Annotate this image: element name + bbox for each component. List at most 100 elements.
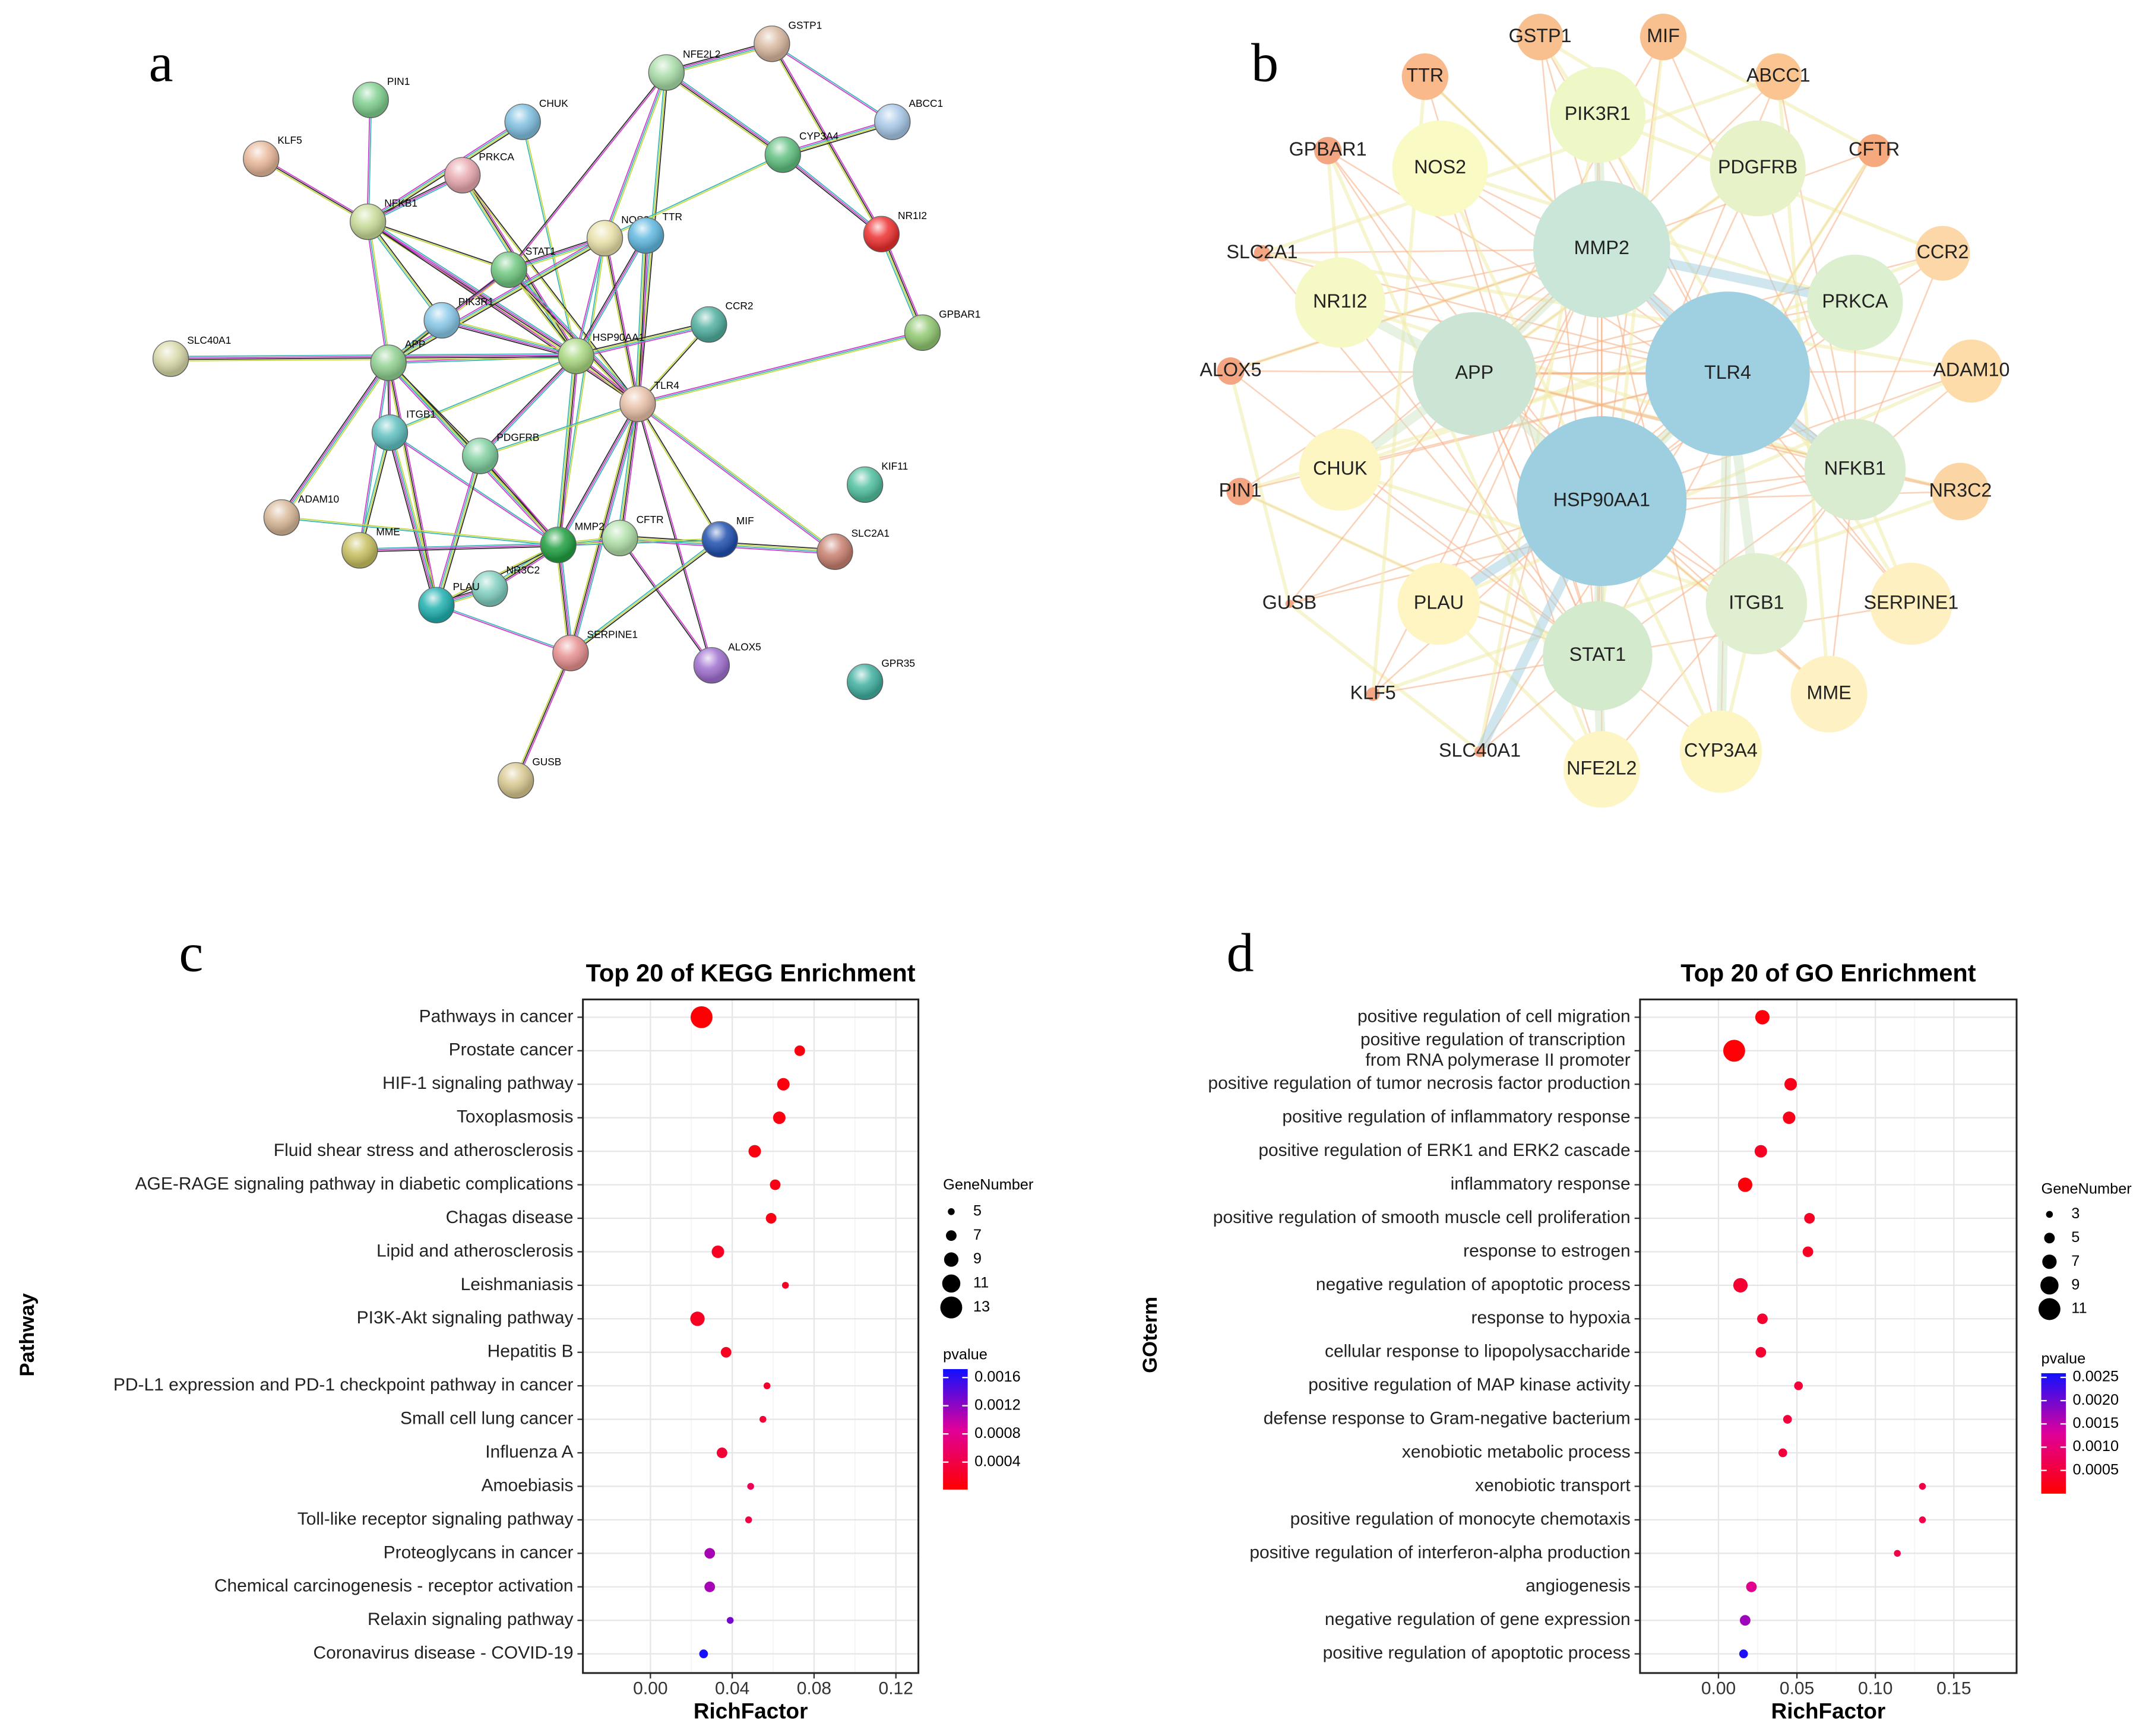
edge: [620, 404, 640, 538]
point: [726, 1617, 734, 1624]
plots: 0.00 0.04 0.08 0.12 Pathways in cancer Prosta…: [16, 959, 2132, 1724]
legend-size: [2044, 1233, 2055, 1244]
x-tick-label: 0.12: [879, 1679, 913, 1699]
node: [1543, 601, 1653, 711]
edge: [638, 403, 721, 540]
node-label: GPR35: [881, 657, 915, 669]
node-label: NR1I2: [898, 210, 927, 221]
x-tick-label: 0.00: [633, 1679, 667, 1699]
node-label: STAT1: [1569, 644, 1626, 665]
node: [1517, 14, 1564, 61]
edge: [1230, 370, 1599, 657]
point: [1755, 1010, 1770, 1025]
node-label: ALOX5: [728, 641, 761, 652]
point: [704, 1548, 716, 1559]
node: [1217, 357, 1245, 385]
edge: [523, 121, 578, 356]
edge: [556, 403, 637, 544]
y-tick-label: xenobiotic metabolic process: [1402, 1442, 1631, 1462]
node-label: NFE2L2: [1566, 757, 1637, 778]
y-tick-label: PI3K-Akt signaling pathway: [357, 1308, 574, 1328]
edge: [773, 43, 884, 234]
edge: [368, 220, 509, 270]
node-label: SLC2A1: [1226, 241, 1297, 262]
x-tick-label: 0.05: [1780, 1679, 1814, 1699]
edge: [508, 270, 638, 405]
node-label: PIN1: [1219, 479, 1262, 500]
node: [1314, 137, 1342, 164]
colorbar-label: 0.0020: [2073, 1392, 2119, 1408]
node-label: TTR: [1406, 65, 1444, 86]
edge: [390, 431, 559, 545]
legend-size: [942, 1274, 961, 1293]
y-tick-label: Fluid shear stress and atherosclerosis: [274, 1141, 574, 1160]
edge: [369, 219, 578, 355]
y-tick-label: xenobiotic transport: [1475, 1475, 1631, 1495]
point: [781, 1282, 789, 1289]
edge: [480, 356, 578, 458]
edge: [367, 221, 390, 363]
edge: [621, 404, 641, 538]
y-tick-label: positive regulation of apoptotic process: [1323, 1643, 1631, 1663]
point: [777, 1078, 790, 1091]
node-label: SLC2A1: [852, 527, 890, 539]
node: [1366, 687, 1380, 701]
node-label: APP: [405, 338, 426, 350]
point: [1739, 1649, 1748, 1658]
node-label: ALOX5: [1199, 359, 1261, 380]
node: [1563, 731, 1640, 808]
edge: [666, 71, 784, 155]
node-label: ITGB1: [406, 408, 436, 420]
point: [1783, 1111, 1796, 1124]
edge: [1662, 36, 1856, 470]
point: [1739, 1615, 1751, 1626]
node-label: SLC40A1: [1439, 740, 1521, 761]
legend-label: 11: [973, 1275, 989, 1291]
y-tick-label: positive regulation of ERK1 and ERK2 cas…: [1258, 1141, 1630, 1160]
node: [1254, 245, 1271, 262]
network-b: GSTP1 MIF TTR ABCC1 PIK3R1 GPBAR1 NOS2 PDGFRB CF…: [1199, 14, 2009, 808]
edge: [479, 354, 575, 455]
node-label: NFE2L2: [683, 48, 720, 60]
edge: [280, 362, 388, 518]
node-gloss: [874, 104, 910, 140]
network-a: PIN1 CHUK KLF5 PRKCA NFE2L2 GSTP1 ABCC1 CYP3A4 N…: [152, 19, 980, 799]
colorbar-label: 0.0015: [2073, 1415, 2119, 1431]
y-tick-label: Proteoglycans in cancer: [384, 1542, 574, 1562]
edge: [281, 516, 559, 545]
legend-label: 11: [2071, 1300, 2087, 1317]
node: [1295, 257, 1385, 348]
edge: [1372, 490, 1961, 696]
panel-label: a: [149, 32, 173, 93]
edge: [390, 432, 438, 606]
edge: [283, 363, 391, 519]
y-tick-label: negative regulation of apoptotic process: [1316, 1275, 1631, 1294]
point: [1757, 1313, 1768, 1325]
colorbar-label: 0.0016: [974, 1368, 1021, 1385]
edge: [664, 74, 782, 157]
plot-border: [582, 998, 920, 1674]
y-tick-label: Coronavirus disease - COVID-19: [313, 1643, 573, 1663]
node-gloss: [694, 647, 730, 683]
edge: [367, 221, 638, 406]
edge: [560, 356, 579, 546]
node-gloss: [264, 499, 300, 536]
node-gloss: [444, 157, 480, 194]
edge: [436, 455, 482, 606]
plot-border: [1639, 998, 2018, 1674]
node-label: GPBAR1: [1289, 138, 1367, 160]
node-gloss: [863, 216, 900, 252]
edge: [388, 238, 606, 364]
edge: [783, 123, 894, 158]
node: [1679, 710, 1762, 793]
edge: [521, 122, 576, 357]
colorbar-label: 0.0004: [974, 1453, 1021, 1469]
node-label: HSP90AA1: [1553, 489, 1650, 511]
edge: [359, 546, 559, 553]
node-gloss: [418, 587, 454, 623]
y-tick-label: positive regulation of tumor necrosis fa…: [1208, 1073, 1630, 1093]
edge: [442, 318, 577, 354]
point: [716, 1447, 727, 1458]
edge: [569, 403, 638, 653]
y-tick-label: positive regulation of smooth muscle cel…: [1213, 1208, 1631, 1227]
